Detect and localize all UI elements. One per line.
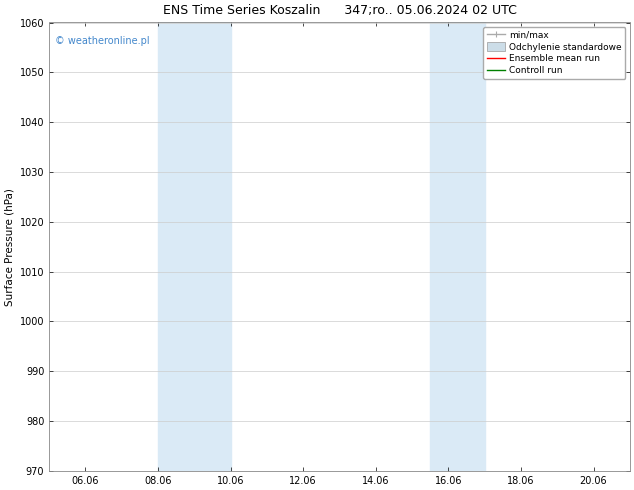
Legend: min/max, Odchylenie standardowe, Ensemble mean run, Controll run: min/max, Odchylenie standardowe, Ensembl… (483, 27, 625, 79)
Y-axis label: Surface Pressure (hPa): Surface Pressure (hPa) (4, 188, 14, 306)
Bar (158, 23, 231, 471)
Title: ENS Time Series Koszalin      347;ro.. 05.06.2024 02 UTC: ENS Time Series Koszalin 347;ro.. 05.06.… (162, 4, 517, 17)
Bar (430, 23, 484, 471)
Text: © weatheronline.pl: © weatheronline.pl (55, 36, 150, 46)
